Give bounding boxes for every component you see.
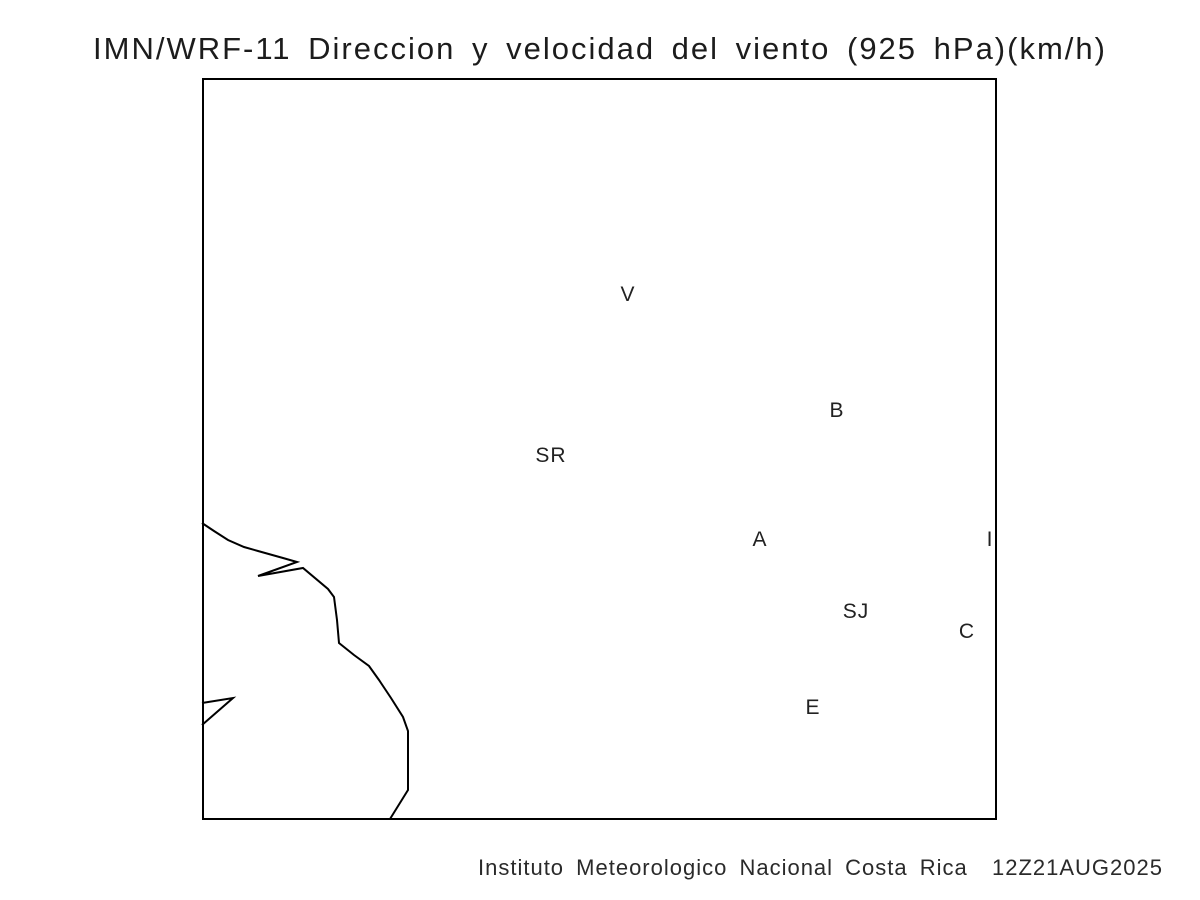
page-title: IMN/WRF-11 Direccion y velocidad del vie… — [93, 31, 1107, 66]
station-label-i: I — [986, 528, 994, 552]
station-label-b: B — [829, 399, 845, 423]
station-label-sj: SJ — [842, 600, 870, 624]
station-label-c: C — [958, 620, 976, 644]
station-label-e: E — [805, 696, 821, 720]
station-label-v: V — [620, 283, 636, 307]
station-label-a: A — [752, 528, 768, 552]
station-label-sr: SR — [535, 444, 567, 468]
coastline-caribbean-coast — [201, 522, 409, 820]
plot-frame-border — [202, 78, 997, 820]
coastline-inlet-fragment — [201, 696, 237, 726]
footer-credit: Instituto Meteorologico Nacional Costa R… — [478, 855, 1163, 880]
